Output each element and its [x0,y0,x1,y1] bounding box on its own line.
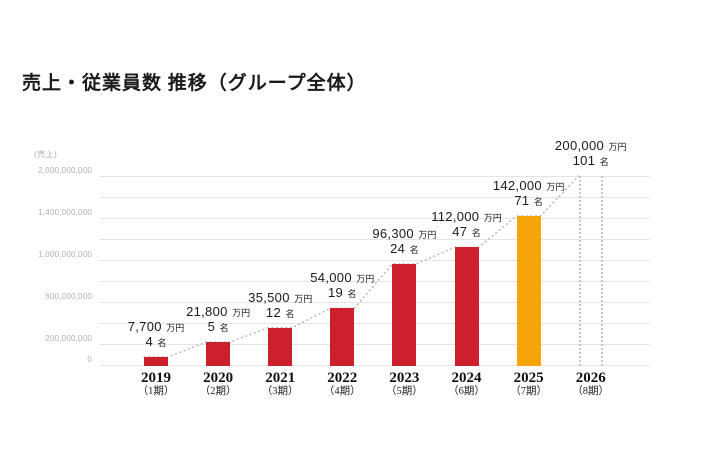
x-axis-term-label: （7期） [510,386,547,397]
gridline [100,176,650,177]
x-axis-year-label: 2019 [141,370,171,386]
x-axis-year-label: 2026 [575,370,606,386]
value-label: 142,000 万円 71 名 [492,177,565,209]
gridline [100,197,650,198]
gridline [100,218,650,219]
value-label: 112,000 万円 47 名 [431,210,502,240]
gridline [100,281,650,282]
x-axis-year-label: 2020 [203,370,234,386]
bar [330,308,355,366]
y-tick-label: 2,000,000,000 [38,166,92,175]
gridline [100,365,650,366]
x-axis-year-label: 2023 [389,370,420,386]
gridline [100,239,650,240]
x-axis-year-label: 2022 [327,370,358,386]
x-axis-term-label: （5期） [386,386,423,397]
value-label: 96,300 万円 24 名 [372,225,437,257]
chart-title: 売上・従業員数 推移（グループ全体） [22,73,367,94]
y-axis-unit-label: (売上) [34,150,58,159]
x-axis-year-label: 2024 [451,370,482,386]
employees-value: 12 名 [265,304,295,320]
sales-value: 112,000 万円 [431,209,502,225]
value-label: 200,000 万円 101 名 [555,139,627,169]
x-axis-year-label: 2025 [513,370,544,386]
bar [144,356,168,366]
bar [454,247,479,366]
projected-bar-outline [600,176,603,366]
projected-bar-outline [578,176,581,366]
bar [268,327,293,366]
sales-value: 35,500 万円 [248,289,313,305]
y-tick-label: 200,000,000 [45,334,92,343]
employees-value: 71 名 [514,192,543,208]
y-tick-label: 0 [87,355,92,364]
gridline [100,260,650,261]
sales-value: 54,000 万円 [310,270,375,286]
bar [206,342,231,366]
value-label: 7,700 万円 4 名 [127,318,185,350]
value-label: 35,500 万円 12 名 [248,289,313,321]
y-tick-label: 600,000,000 [45,292,92,301]
bar [516,215,541,366]
bar [392,263,417,366]
gridline [100,344,650,345]
x-axis-term-label: （2期） [199,386,237,397]
sales-value: 21,800 万円 [186,304,251,320]
x-axis-year-label: 2021 [265,370,296,386]
sales-value: 7,700 万円 [127,318,185,334]
x-axis-term-label: （4期） [323,386,361,397]
x-axis-term-label: （8期） [572,386,610,397]
sales-value: 142,000 万円 [492,177,565,193]
sales-value: 200,000 万円 [554,138,627,153]
employees-value: 47 名 [452,224,481,240]
value-label: 21,800 万円 5 名 [186,305,250,335]
employees-value: 4 名 [145,333,167,349]
x-axis-term-label: （3期） [261,386,299,397]
y-tick-label: 1,400,000,000 [38,208,92,217]
employees-value: 5 名 [207,319,229,335]
employees-value: 101 名 [572,153,609,168]
sales-value: 96,300 万円 [372,225,437,241]
gridline [100,302,650,303]
employees-value: 24 名 [390,240,419,256]
x-axis-term-label: （6期） [448,386,485,397]
y-tick-label: 1,000,000,000 [38,250,92,259]
value-label: 54,000 万円 19 名 [310,271,374,301]
x-axis-term-label: （1期） [137,386,175,397]
gridline [100,323,650,324]
employees-value: 19 名 [328,285,357,301]
